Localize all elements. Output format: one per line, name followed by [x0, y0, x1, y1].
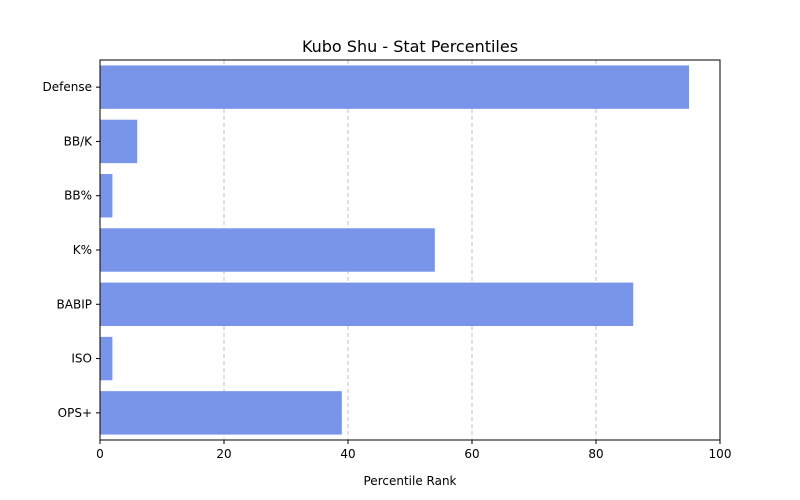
- x-tick-label: 100: [709, 447, 732, 461]
- bar-bb-: [100, 174, 113, 218]
- x-tick-label: 40: [340, 447, 355, 461]
- x-axis: 0 20 40 60 80 100: [96, 440, 731, 461]
- y-tick-label: BB/K: [64, 134, 94, 148]
- y-tick-label: BABIP: [57, 297, 92, 311]
- bar-babip: [100, 282, 634, 326]
- x-tick-label: 80: [588, 447, 603, 461]
- x-tick-label: 20: [216, 447, 231, 461]
- chart-title: Kubo Shu - Stat Percentiles: [302, 37, 518, 56]
- bar-ops-: [100, 391, 342, 435]
- y-tick-label: BB%: [64, 189, 92, 203]
- x-tick-label: 60: [464, 447, 479, 461]
- bar-iso: [100, 336, 113, 381]
- y-tick-label: OPS+: [58, 406, 92, 420]
- bar-bb-k: [100, 119, 138, 164]
- bar-k-: [100, 228, 435, 272]
- bar-defense: [100, 65, 689, 109]
- y-axis: Defense BB/K BB% K% BABIP ISO OPS+: [43, 80, 100, 420]
- y-tick-label: K%: [73, 243, 92, 257]
- x-tick-label: 0: [96, 447, 104, 461]
- x-axis-label: Percentile Rank: [364, 474, 457, 488]
- y-tick-label: Defense: [43, 80, 92, 94]
- bars: [100, 65, 689, 435]
- y-tick-label: ISO: [71, 352, 92, 366]
